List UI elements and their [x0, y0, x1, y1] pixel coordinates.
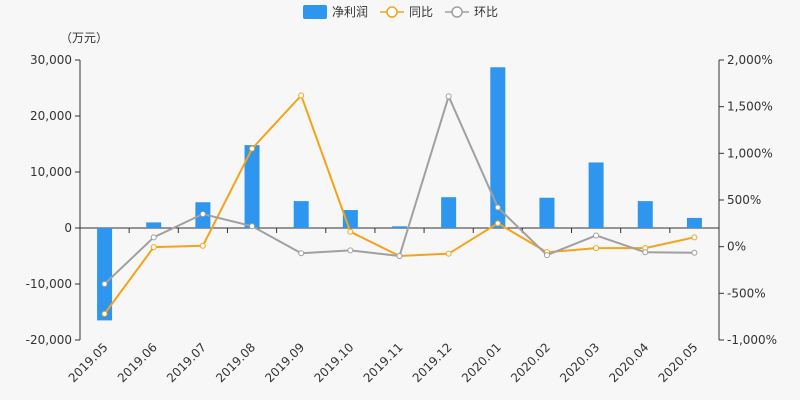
bar	[490, 67, 506, 228]
x-axis-tick-label: 2019.11	[361, 340, 406, 385]
right-axis-tick-label: 2,000%	[727, 53, 773, 67]
line-point	[543, 252, 550, 259]
line-point	[494, 220, 501, 227]
line-point	[249, 145, 256, 152]
line-point	[101, 281, 108, 287]
right-axis-tick-label: 1,000%	[727, 146, 773, 160]
line-point	[249, 223, 256, 230]
line-point	[593, 245, 600, 252]
right-axis: -1,000% -500% 0% 500% 1,000% 1,500% 2,000%	[718, 53, 777, 347]
line-point	[642, 249, 649, 256]
series-line	[103, 93, 695, 315]
line-point	[445, 250, 452, 257]
line-point	[691, 234, 698, 241]
bar	[686, 217, 702, 228]
line-point	[445, 93, 452, 100]
x-axis-tick-label: 2019.08	[213, 340, 258, 385]
bar-series	[97, 67, 702, 321]
line-point	[150, 244, 157, 251]
bar	[539, 197, 555, 228]
x-axis-tick-label: 2019.10	[311, 340, 356, 385]
line-point	[101, 310, 108, 317]
x-axis-tick-label: 2020.03	[557, 340, 602, 385]
line-point	[347, 228, 354, 235]
line-point	[593, 232, 600, 239]
legend: 净利润 同比 环比	[303, 5, 498, 19]
bar	[97, 228, 113, 321]
bar	[244, 145, 260, 228]
left-axis-tick-label: -20,000	[26, 333, 72, 347]
bar	[392, 226, 407, 228]
bar	[441, 197, 457, 228]
line-point	[691, 249, 698, 256]
x-axis-tick-label: 2019.05	[66, 340, 111, 385]
x-axis-tick-label: 2020.01	[459, 340, 504, 385]
legend-label: 环比	[474, 5, 498, 19]
x-axis-tick-label: 2020.04	[606, 340, 651, 385]
legend-swatch-marker	[451, 6, 463, 18]
x-axis-tick-label: 2020.05	[656, 340, 701, 385]
right-axis-tick-label: 1,500%	[727, 100, 773, 114]
left-axis-tick-label: 20,000	[30, 109, 72, 123]
right-axis-tick-label: -1,000%	[727, 333, 777, 347]
bar	[637, 201, 653, 228]
left-axis-tick-label: 0	[64, 221, 72, 235]
line-point	[150, 234, 157, 241]
x-axis-tick-label: 2019.06	[115, 340, 160, 385]
line-point	[396, 253, 403, 259]
left-axis-tick-label: 10,000	[30, 165, 72, 179]
line-point	[298, 92, 305, 99]
x-axis-tick-label: 2019.09	[262, 340, 307, 385]
line-point	[347, 247, 354, 254]
line-point	[199, 242, 206, 249]
right-axis-tick-label: -500%	[727, 286, 766, 300]
left-axis-tick-label: -10,000	[26, 277, 72, 291]
line-point	[199, 211, 206, 217]
x-axis-tick-label: 2020.02	[508, 340, 553, 385]
line-series	[101, 92, 698, 317]
x-axis-tick-label: 2019.07	[164, 340, 209, 385]
right-axis-tick-label: 500%	[727, 193, 761, 207]
left-axis-unit-label: （万元）	[60, 31, 108, 45]
x-axis-tick-label: 2019.12	[410, 340, 455, 385]
legend-swatch-marker	[386, 6, 398, 18]
legend-label: 净利润	[332, 5, 368, 19]
line-point	[298, 250, 305, 257]
left-axis: -20,000 -10,000 0 10,000 20,000 30,000	[26, 53, 81, 347]
left-axis-tick-label: 30,000	[30, 53, 72, 67]
line-point	[494, 204, 501, 211]
legend-label: 同比	[409, 5, 433, 19]
right-axis-tick-label: 0%	[727, 240, 746, 254]
bar	[588, 162, 604, 228]
bar	[146, 222, 162, 228]
legend-swatch-bar	[303, 5, 327, 19]
bar	[293, 201, 309, 228]
